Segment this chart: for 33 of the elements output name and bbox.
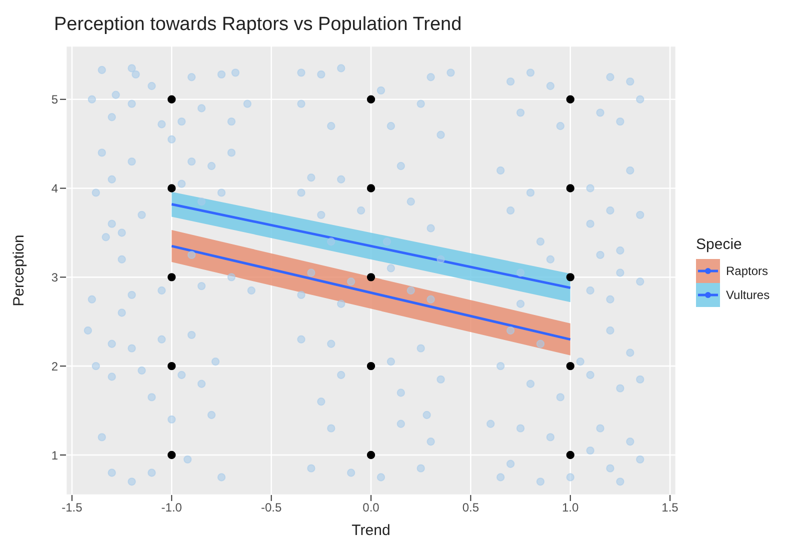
y-tick-label: 4 [51, 182, 58, 196]
point [566, 273, 574, 282]
legend-label: Vultures [726, 288, 770, 302]
point [366, 273, 376, 282]
legend-title: Specie [696, 236, 743, 253]
x-tick-label: -0.5 [260, 500, 282, 515]
point [168, 95, 176, 104]
y-tick-label: 2 [51, 359, 58, 374]
point [168, 184, 176, 192]
point [566, 362, 574, 370]
point [366, 362, 376, 370]
x-axis-title: Trend [352, 522, 390, 539]
x-tick-label: -1.0 [161, 500, 182, 515]
point [566, 184, 574, 192]
point [366, 184, 376, 192]
x-tick-label: 1.0 [562, 500, 580, 515]
point [566, 95, 574, 104]
point [366, 95, 376, 104]
legend-label: Raptors [726, 264, 768, 278]
point [168, 362, 176, 370]
x-tick-label: 0.5 [462, 500, 480, 515]
x-tick-label: 0.0 [362, 500, 380, 515]
chart-title: Perception towards Raptors vs Population Trend [54, 14, 462, 36]
y-tick-label: 1 [51, 448, 58, 462]
x-tick-label: 1.5 [662, 500, 679, 515]
point [366, 450, 376, 460]
point [566, 450, 574, 460]
y-tick-label: 5 [51, 92, 58, 107]
point [168, 273, 176, 282]
y-axis-title: Perception [10, 234, 28, 306]
point [168, 450, 176, 460]
y-tick-label: 3 [51, 270, 58, 284]
x-tick-label: -1.5 [62, 500, 83, 515]
